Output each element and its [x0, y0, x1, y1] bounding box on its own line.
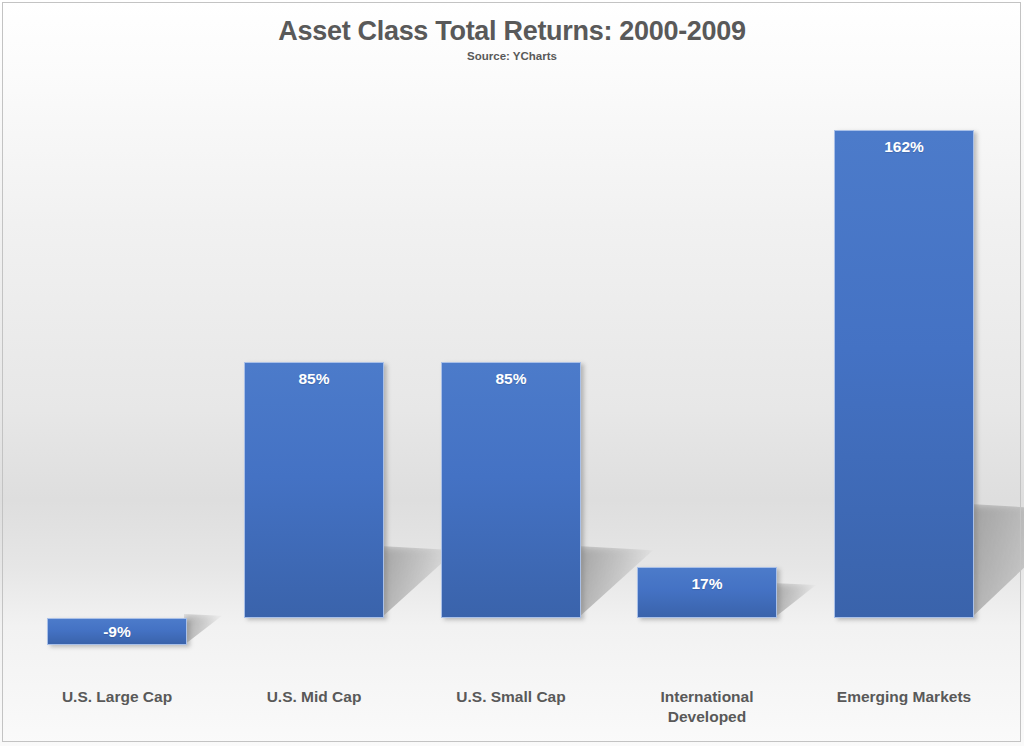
category-label-international-developed: International Developed	[632, 687, 782, 727]
bar-value-label-international-developed: 17%	[691, 575, 722, 593]
bar-value-label-emerging-markets: 162%	[884, 138, 924, 156]
bar-floor-shadow-u-s-large-cap	[184, 614, 222, 645]
bar-u-s-small-cap: 85%	[441, 362, 581, 618]
bar-value-label-u-s-small-cap: 85%	[495, 370, 526, 388]
category-label-u-s-small-cap: U.S. Small Cap	[436, 687, 586, 707]
chart-image: Asset Class Total Returns: 2000-2009 Sou…	[0, 0, 1024, 746]
bar-emerging-markets: 162%	[834, 130, 974, 618]
category-label-u-s-mid-cap: U.S. Mid Cap	[239, 687, 389, 707]
bar-value-label-u-s-large-cap: -9%	[103, 623, 131, 641]
bar-u-s-large-cap: -9%	[47, 618, 187, 645]
bar-floor-shadow-international-developed	[774, 583, 816, 618]
bar-u-s-mid-cap: 85%	[244, 362, 384, 618]
bar-floor-shadow-emerging-markets	[971, 504, 1024, 618]
bar-value-label-u-s-mid-cap: 85%	[298, 370, 329, 388]
category-label-emerging-markets: Emerging Markets	[829, 687, 979, 707]
chart-source-subtitle: Source: YCharts	[0, 50, 1024, 62]
bar-international-developed: 17%	[637, 567, 777, 618]
category-label-u-s-large-cap: U.S. Large Cap	[42, 687, 192, 707]
chart-title: Asset Class Total Returns: 2000-2009	[0, 16, 1024, 47]
